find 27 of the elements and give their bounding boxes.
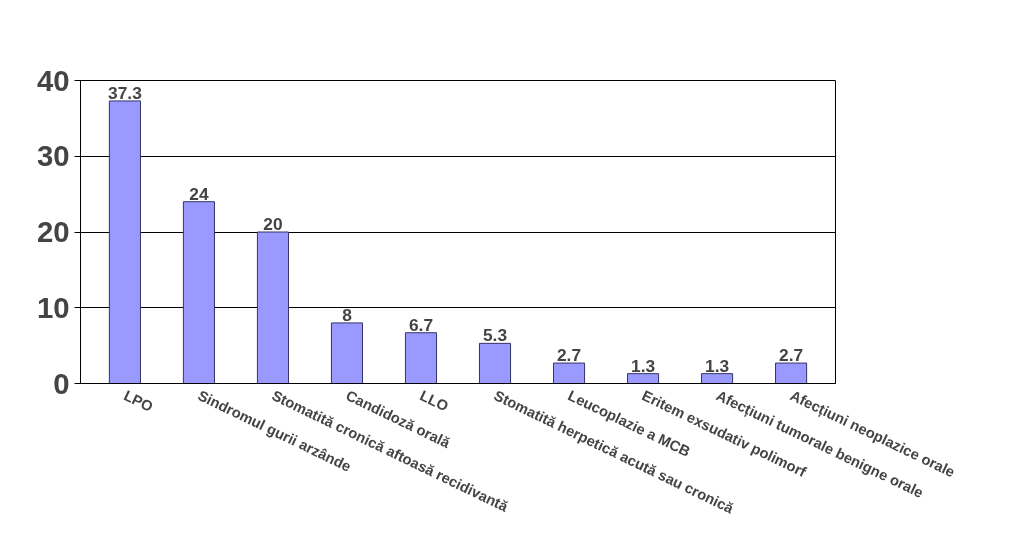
bar — [552, 362, 586, 384]
bar — [108, 100, 141, 384]
data-label: 8 — [342, 304, 353, 325]
y-tick-label: 20 — [36, 215, 70, 248]
x-tick-label: LLO — [417, 387, 451, 415]
y-tick-label: 0 — [53, 366, 70, 400]
bar — [627, 373, 660, 384]
y-tick-label: 30 — [36, 139, 70, 173]
data-label: 2.7 — [556, 345, 582, 366]
bar — [330, 322, 364, 384]
data-label: 1.3 — [705, 355, 730, 376]
x-tick-label: LPO — [121, 387, 156, 415]
data-label: 20 — [263, 214, 283, 234]
data-label: 2.7 — [779, 345, 804, 366]
bar — [478, 342, 512, 384]
data-label: 24 — [189, 183, 209, 204]
data-label: 1.3 — [631, 355, 656, 376]
bar — [701, 373, 734, 384]
y-tick-label: 10 — [36, 290, 70, 324]
y-tick-label: 40 — [36, 63, 70, 97]
data-label: 5.3 — [482, 325, 508, 346]
data-label: 37.3 — [108, 82, 143, 103]
bar — [404, 332, 438, 384]
bar — [256, 231, 289, 384]
bar — [775, 362, 808, 384]
bar — [182, 201, 215, 384]
data-label: 6.7 — [408, 314, 434, 335]
